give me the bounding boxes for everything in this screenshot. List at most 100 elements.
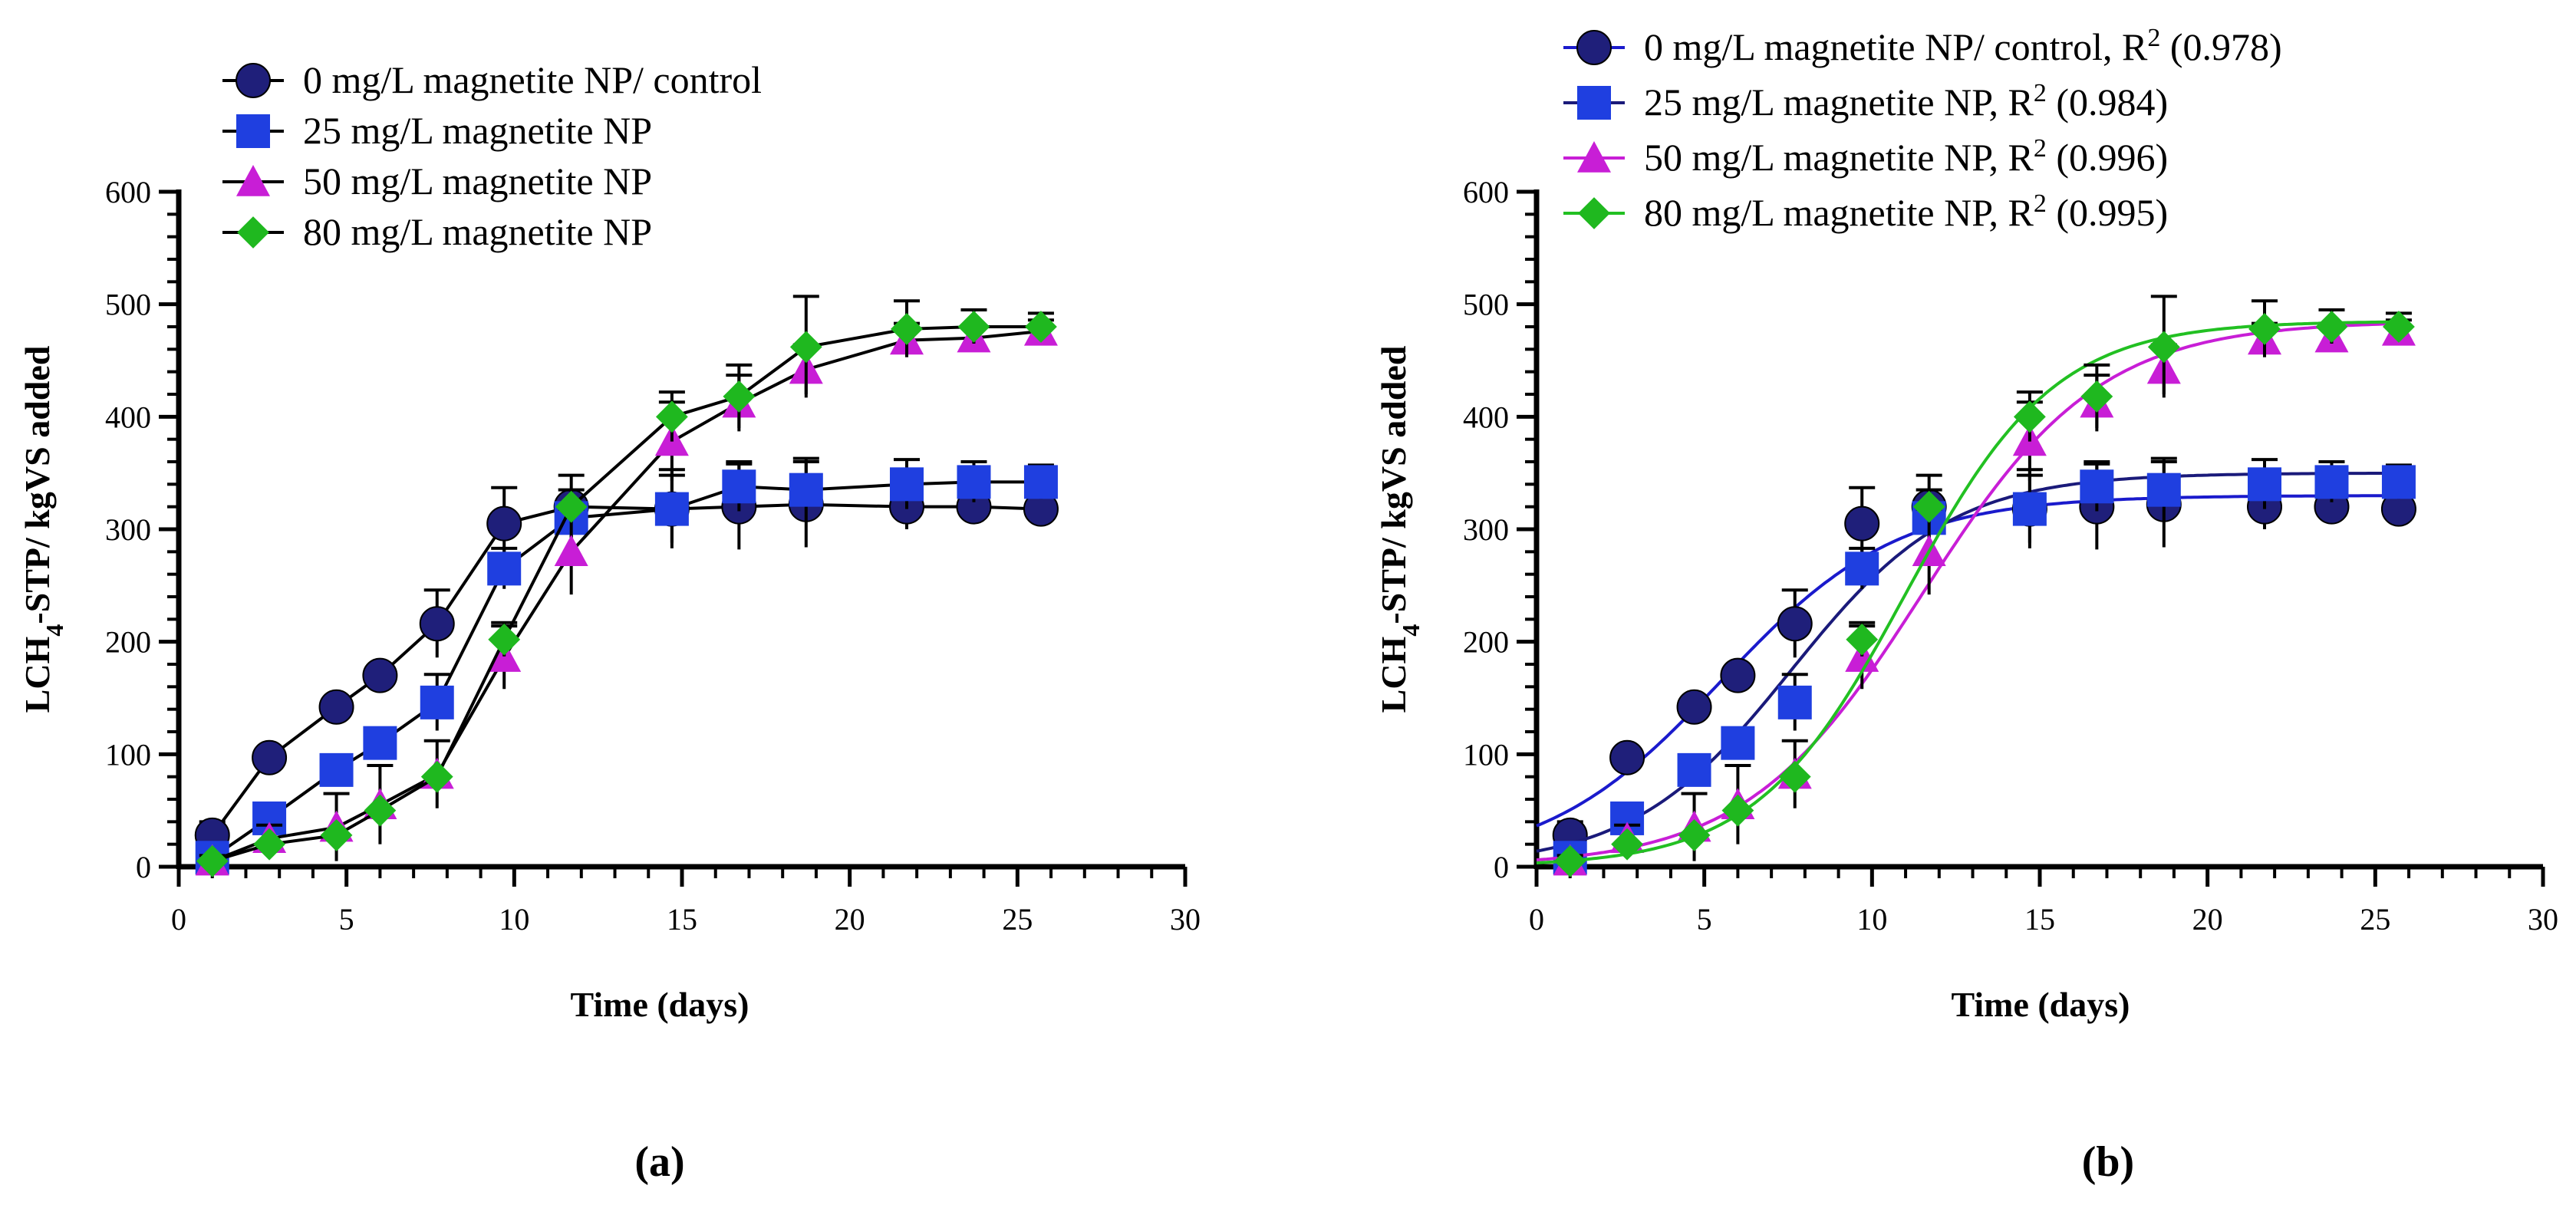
data-point: [252, 739, 288, 775]
y-tick-label: 100: [1463, 737, 1509, 772]
x-tick-label: 20: [2192, 902, 2223, 937]
data-point: [1721, 726, 1755, 760]
y-tick-label: 0: [136, 850, 151, 884]
legend-label: 0 mg/L magnetite NP/ control: [303, 58, 762, 101]
y-axis-title: LCH4-STP/ kgVS added: [1374, 345, 1425, 713]
data-point: [2080, 469, 2114, 504]
y-tick-label: 500: [105, 288, 151, 322]
data-point: [487, 551, 522, 586]
data-point: [2013, 400, 2046, 433]
series-0: [1536, 460, 2416, 853]
data-point: [554, 535, 588, 567]
legend-label-rest: (0.978): [2160, 25, 2281, 68]
x-tick-label: 20: [835, 902, 865, 937]
data-point: [957, 311, 990, 343]
y-axis-title-rest: -STP/ kgVS added: [1374, 345, 1413, 624]
data-point: [1678, 819, 1711, 851]
data-point: [1721, 794, 1754, 827]
data-point: [1777, 685, 1812, 719]
legend-marker: [1577, 141, 1611, 173]
legend-entry: 0 mg/L magnetite NP/ control: [222, 58, 762, 101]
fit-curve: [1536, 321, 2399, 862]
x-axis-title: Time (days): [571, 985, 749, 1024]
data-point: [253, 828, 285, 861]
y-tick-label: 200: [105, 625, 151, 660]
y-axis-title-rest: -STP/ kgVS added: [18, 345, 57, 624]
data-point: [2248, 313, 2281, 345]
series-1: [1536, 456, 2416, 875]
data-point: [2080, 380, 2113, 413]
data-point: [891, 313, 923, 345]
y-tick-label: 300: [1463, 512, 1509, 547]
y-tick-label: 400: [105, 400, 151, 434]
series-2: [1536, 314, 2416, 876]
legend-label-superscript: 2: [2034, 79, 2047, 107]
data-point: [957, 465, 991, 499]
y-tick-label: 600: [105, 175, 151, 209]
data-point: [1777, 606, 1813, 642]
y-axis-title-main: LCH: [1374, 636, 1413, 713]
legend-marker: [236, 63, 271, 98]
legend-label: 25 mg/L magnetite NP: [303, 109, 652, 152]
y-tick-label: 200: [1463, 625, 1509, 660]
legend-label: 25 mg/L magnetite NP, R2 (0.984): [1644, 79, 2168, 124]
x-axis-title: Time (days): [1952, 985, 2130, 1024]
data-point: [2381, 465, 2416, 499]
legend-label-main: 80 mg/L magnetite NP, R: [1644, 191, 2034, 234]
legend-label-superscript: 2: [2034, 189, 2047, 218]
x-tick-label: 0: [1529, 902, 1544, 937]
data-point: [1676, 689, 1712, 725]
legend-label: 50 mg/L magnetite NP: [303, 160, 652, 202]
series-1: [195, 456, 1058, 875]
legend-label-superscript: 2: [2034, 134, 2047, 163]
data-point: [1609, 739, 1645, 775]
legend-label: 80 mg/L magnetite NP: [303, 210, 652, 253]
data-point: [319, 752, 354, 787]
legend-marker: [1576, 30, 1612, 65]
x-tick-label: 10: [1856, 902, 1887, 937]
x-tick-label: 15: [2024, 902, 2055, 937]
legend-entry: 50 mg/L magnetite NP, R2 (0.996): [1563, 134, 2168, 179]
y-axis-title-subscript: 4: [1397, 624, 1425, 637]
data-point: [1025, 311, 1057, 343]
x-tick-label: 30: [2528, 902, 2558, 937]
x-tick-label: 5: [1697, 902, 1712, 937]
series-2: [195, 314, 1058, 876]
legend-label-main: 0 mg/L magnetite NP/ control, R: [1644, 25, 2148, 68]
data-point: [320, 819, 353, 851]
data-point: [1611, 828, 1643, 861]
fit-curve: [1536, 320, 2399, 864]
data-point: [362, 657, 398, 693]
data-point: [2314, 465, 2349, 499]
x-tick-label: 25: [2360, 902, 2390, 937]
legend-entry: 80 mg/L magnetite NP, R2 (0.995): [1563, 189, 2168, 234]
data-point: [555, 490, 588, 523]
data-point: [419, 606, 455, 642]
data-point: [2248, 467, 2282, 502]
legend-label-main: 25 mg/L magnetite NP, R: [1644, 81, 2034, 123]
data-point: [1778, 760, 1811, 793]
data-point: [1844, 505, 1880, 542]
x-tick-label: 25: [1002, 902, 1033, 937]
legend-entry: 25 mg/L magnetite NP, R2 (0.984): [1563, 79, 2168, 124]
legend-marker: [236, 114, 270, 148]
data-point: [1845, 551, 1879, 586]
data-point: [2146, 472, 2181, 507]
y-axis-title-main: LCH: [18, 636, 57, 713]
data-point: [890, 467, 924, 502]
y-tick-label: 0: [1494, 850, 1509, 884]
y-tick-label: 400: [1463, 400, 1509, 434]
x-tick-label: 0: [171, 902, 186, 937]
legend-label-main: 50 mg/L magnetite NP, R: [1644, 136, 2034, 179]
data-point: [486, 505, 522, 542]
y-axis-title: LCH4-STP/ kgVS added: [18, 345, 68, 713]
data-point: [1023, 465, 1058, 499]
data-point: [318, 689, 354, 725]
legend-marker: [237, 216, 269, 249]
data-point: [723, 380, 756, 413]
legend-label: 50 mg/L magnetite NP, R2 (0.996): [1644, 134, 2168, 179]
legend-label-rest: (0.995): [2047, 191, 2168, 234]
data-point: [789, 472, 823, 507]
